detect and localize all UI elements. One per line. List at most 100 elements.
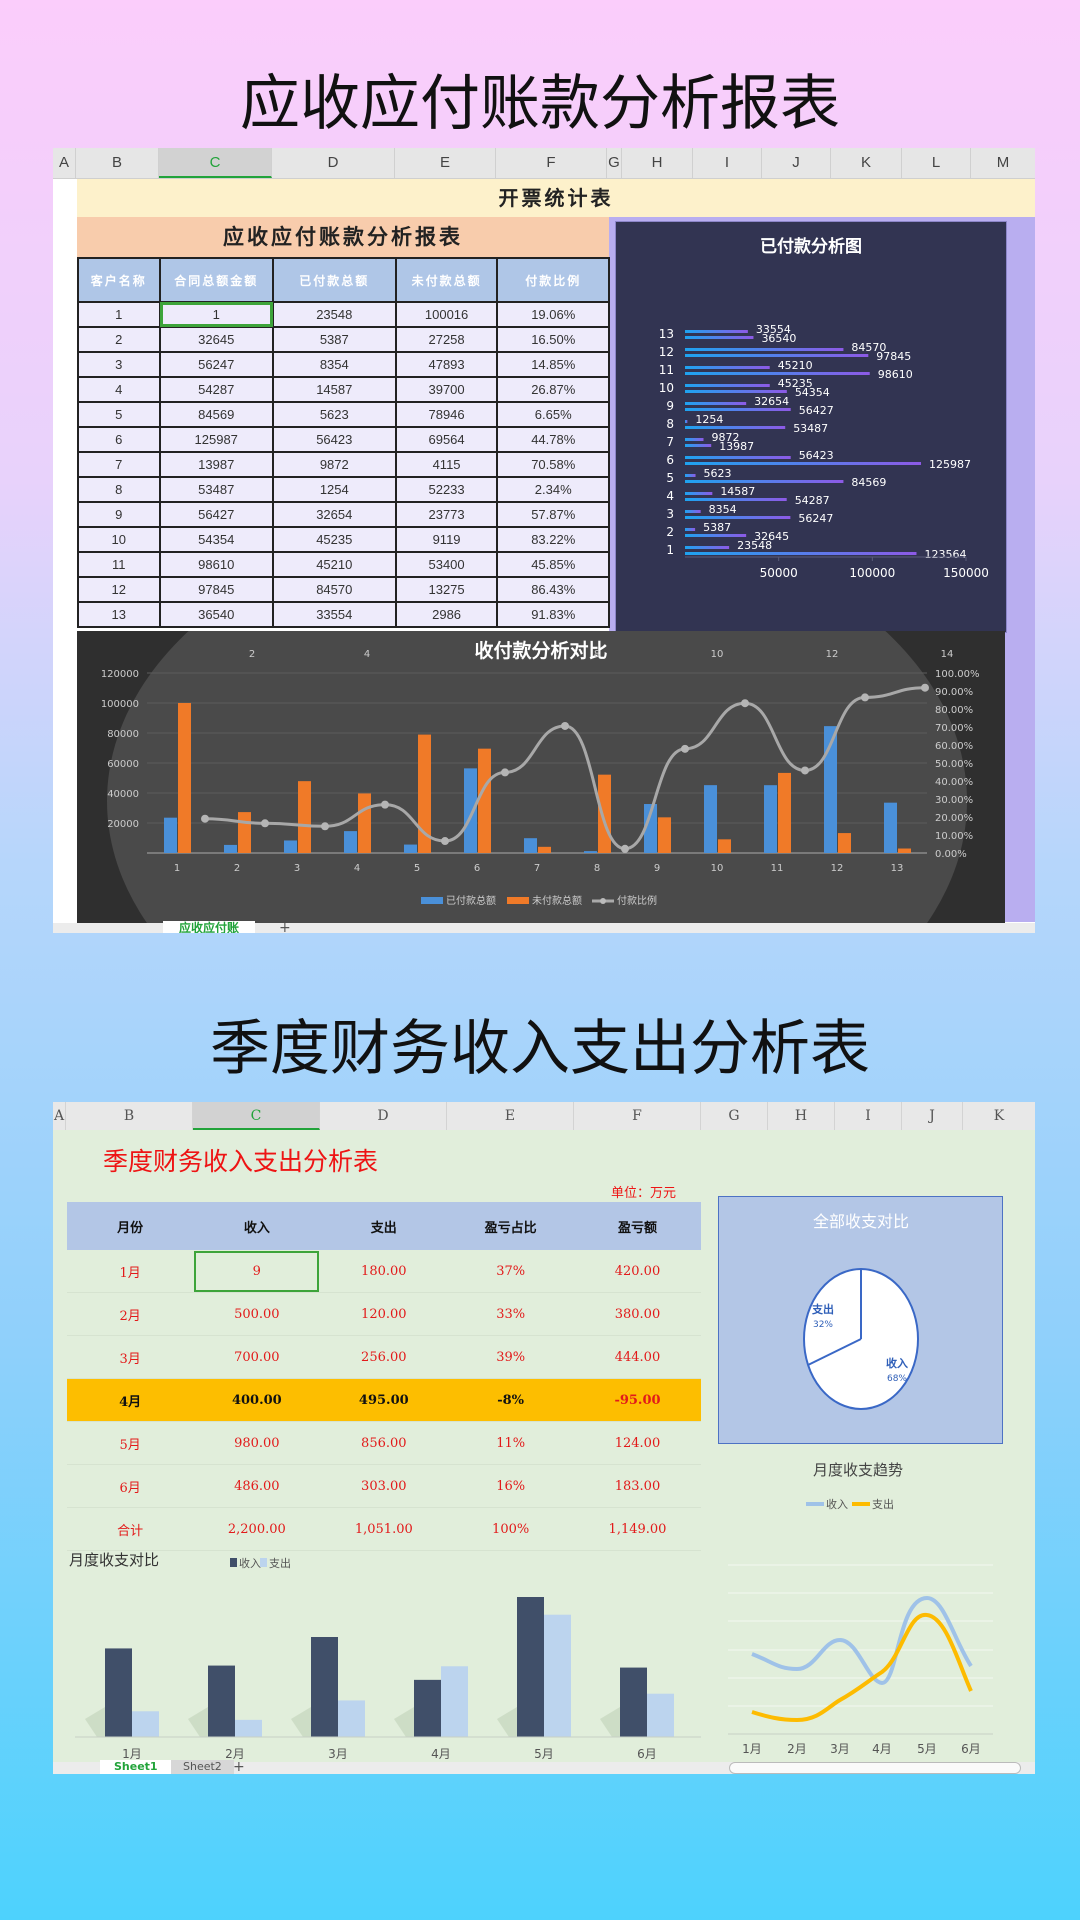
table-cell[interactable]: 420.00 xyxy=(573,1250,701,1293)
col-F[interactable]: F xyxy=(496,148,607,178)
table-cell[interactable]: 8354 xyxy=(271,351,397,378)
table-cell[interactable]: 700.00 xyxy=(193,1335,321,1379)
th-profit-amount[interactable]: 盈亏额 xyxy=(573,1202,701,1250)
table-cell[interactable]: 6月 xyxy=(67,1464,194,1508)
table-cell[interactable]: 180.00 xyxy=(320,1250,448,1293)
table-cell[interactable]: 2 xyxy=(77,326,161,353)
table-cell[interactable]: 78946 xyxy=(394,401,499,428)
th-profit-ratio[interactable]: 盈亏占比 xyxy=(447,1202,574,1250)
table-cell[interactable]: 23773 xyxy=(394,501,499,528)
th-contract-total[interactable]: 合同总额金额 xyxy=(158,257,274,303)
table-cell[interactable]: 54287 xyxy=(158,376,274,403)
table-cell[interactable]: 12 xyxy=(77,576,161,603)
table-cell[interactable]: 39% xyxy=(447,1335,574,1379)
table-cell[interactable]: 5623 xyxy=(271,401,397,428)
horizontal-scrollbar[interactable] xyxy=(729,1762,1021,1774)
table-cell[interactable]: 33554 xyxy=(271,601,397,628)
table-cell[interactable]: 91.83% xyxy=(496,601,610,628)
table-cell[interactable]: 6.65% xyxy=(496,401,610,428)
col2-G[interactable]: G xyxy=(701,1102,768,1130)
table-cell[interactable]: 2月 xyxy=(67,1292,194,1336)
table-cell[interactable]: 9872 xyxy=(271,451,397,478)
table-cell[interactable]: 495.00 xyxy=(320,1378,448,1422)
table-cell[interactable]: 36540 xyxy=(158,601,274,628)
table-cell[interactable]: 9 xyxy=(77,501,161,528)
col2-F[interactable]: F xyxy=(574,1102,701,1130)
col-I[interactable]: I xyxy=(693,148,762,178)
th-customer[interactable]: 客户名称 xyxy=(77,257,161,303)
table-cell[interactable]: 444.00 xyxy=(573,1335,701,1379)
table-cell[interactable]: 56247 xyxy=(158,351,274,378)
col-M[interactable]: M xyxy=(971,148,1035,178)
table-cell[interactable]: 37% xyxy=(447,1250,574,1293)
table-cell[interactable]: 44.78% xyxy=(496,426,610,453)
th-paid-total[interactable]: 已付款总额 xyxy=(271,257,397,303)
table-cell[interactable]: 11% xyxy=(447,1421,574,1465)
monthly-trend-chart[interactable]: 月度收支趋势 收入 支出 1月 2月 3月 4月 5月 6月 xyxy=(718,1457,1008,1757)
table-cell[interactable]: 56427 xyxy=(158,501,274,528)
table-cell[interactable]: 1月 xyxy=(67,1250,194,1293)
table-cell[interactable]: 3月 xyxy=(67,1335,194,1379)
table-cell[interactable]: 1254 xyxy=(271,476,397,503)
table-cell[interactable]: 98610 xyxy=(158,551,274,578)
payment-comparison-chart[interactable]: 收付款分析对比 20000 40000 60000 80000 100000 120000… xyxy=(77,631,1005,923)
table-cell[interactable]: 39700 xyxy=(394,376,499,403)
table-cell[interactable]: 53400 xyxy=(394,551,499,578)
table-cell[interactable]: -8% xyxy=(447,1378,574,1422)
table-cell[interactable]: 13987 xyxy=(158,451,274,478)
table-cell[interactable]: 10 xyxy=(77,526,161,553)
table-cell[interactable]: 183.00 xyxy=(573,1464,701,1508)
col-L[interactable]: L xyxy=(902,148,971,178)
table-cell[interactable]: 33% xyxy=(447,1292,574,1336)
table-cell[interactable]: 32654 xyxy=(271,501,397,528)
sheet-tab-receivables[interactable]: 应收应付账 xyxy=(163,921,256,933)
col2-A[interactable]: A xyxy=(53,1102,66,1130)
table-cell[interactable]: 5 xyxy=(77,401,161,428)
table-cell[interactable]: 52233 xyxy=(394,476,499,503)
col2-H[interactable]: H xyxy=(768,1102,835,1130)
table-cell[interactable]: 86.43% xyxy=(496,576,610,603)
table-cell[interactable]: 1,149.00 xyxy=(573,1507,701,1551)
col-H[interactable]: H xyxy=(622,148,693,178)
table-cell[interactable]: 13 xyxy=(77,601,161,628)
table-cell[interactable]: 100% xyxy=(447,1507,574,1551)
table-cell[interactable]: 486.00 xyxy=(193,1464,321,1508)
table-cell[interactable]: 2986 xyxy=(394,601,499,628)
table-cell[interactable]: 9 xyxy=(193,1250,321,1293)
col2-I[interactable]: I xyxy=(835,1102,902,1130)
th-paid-ratio[interactable]: 付款比例 xyxy=(496,257,610,303)
col2-J[interactable]: J xyxy=(902,1102,963,1130)
table-cell[interactable]: 400.00 xyxy=(193,1378,321,1422)
th-income[interactable]: 收入 xyxy=(193,1202,321,1250)
table-cell[interactable]: 19.06% xyxy=(496,301,610,328)
table-cell[interactable]: 303.00 xyxy=(320,1464,448,1508)
table-cell[interactable]: 4115 xyxy=(394,451,499,478)
table-cell[interactable]: 83.22% xyxy=(496,526,610,553)
add-sheet-button-2[interactable]: + xyxy=(233,1759,245,1774)
table-cell[interactable]: 4月 xyxy=(67,1378,194,1422)
table-cell[interactable]: 14.85% xyxy=(496,351,610,378)
col-E[interactable]: E xyxy=(395,148,496,178)
table-cell[interactable]: 100016 xyxy=(394,301,499,328)
table-cell[interactable]: 47893 xyxy=(394,351,499,378)
table-cell[interactable]: 500.00 xyxy=(193,1292,321,1336)
monthly-comparison-chart[interactable]: 月度收支对比 收入 支出 1月 2月 3月 4月 5月 6月 xyxy=(67,1547,707,1762)
col2-K[interactable]: K xyxy=(963,1102,1035,1130)
table-cell[interactable]: 13275 xyxy=(394,576,499,603)
table-cell[interactable]: 56423 xyxy=(271,426,397,453)
table-cell[interactable]: 5月 xyxy=(67,1421,194,1465)
table-cell[interactable]: 57.87% xyxy=(496,501,610,528)
col2-D[interactable]: D xyxy=(320,1102,447,1130)
col-K[interactable]: K xyxy=(831,148,902,178)
sheet-tab-sheet2[interactable]: Sheet2 xyxy=(171,1760,234,1774)
add-sheet-button[interactable]: + xyxy=(279,920,291,933)
sheet-tab-sheet1[interactable]: Sheet1 xyxy=(100,1760,172,1774)
th-expense[interactable]: 支出 xyxy=(320,1202,448,1250)
table-cell[interactable]: 27258 xyxy=(394,326,499,353)
table-cell[interactable]: 16.50% xyxy=(496,326,610,353)
table-cell[interactable]: 856.00 xyxy=(320,1421,448,1465)
table-cell[interactable]: 69564 xyxy=(394,426,499,453)
table-cell[interactable]: 16% xyxy=(447,1464,574,1508)
table-cell[interactable]: 124.00 xyxy=(573,1421,701,1465)
table-cell[interactable]: 84570 xyxy=(271,576,397,603)
